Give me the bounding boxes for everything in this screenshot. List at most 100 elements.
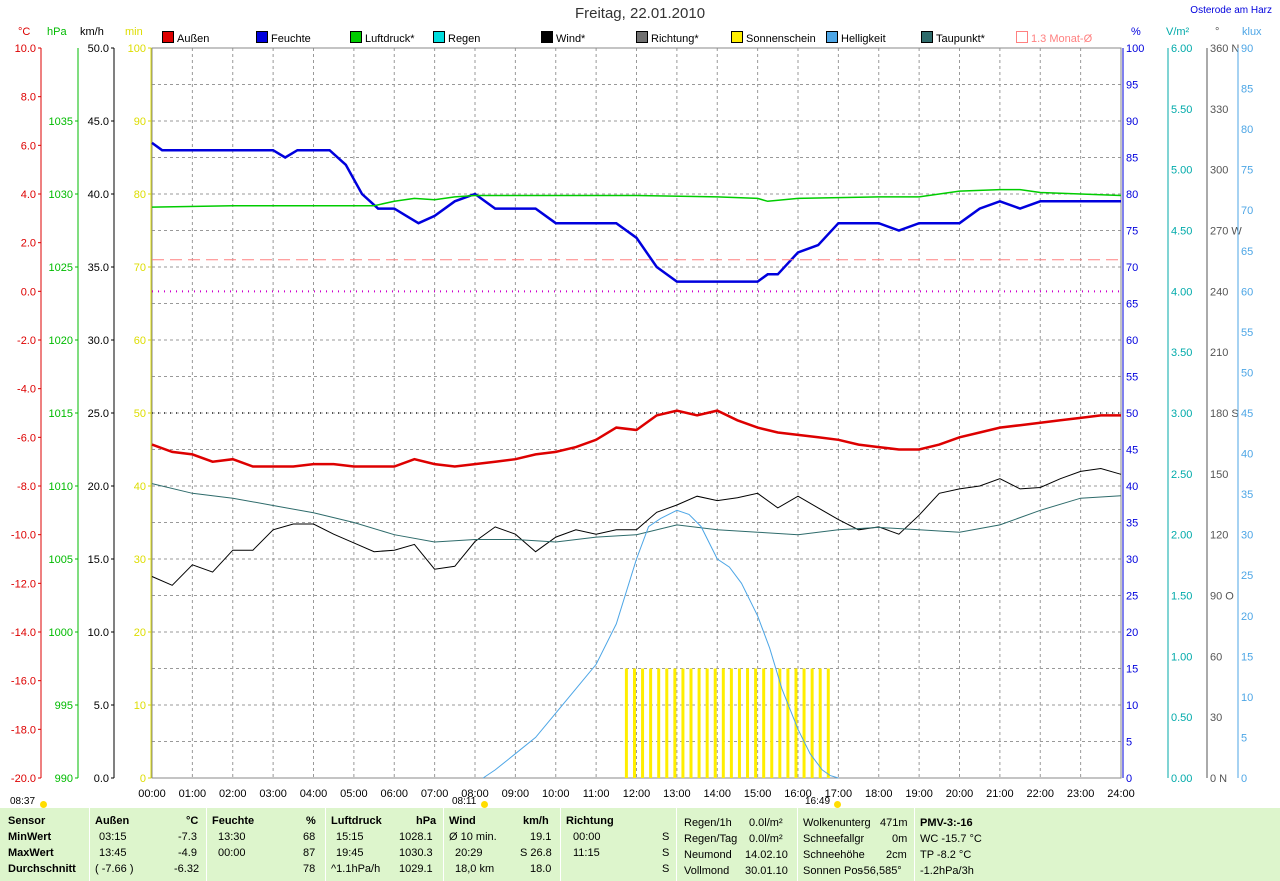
stats-wind-max-value: S 26.8 <box>520 847 552 859</box>
humidity-tick-label: 60 <box>1126 335 1138 347</box>
brightness-tick-label: 60 <box>1241 286 1253 298</box>
wind-tick-label: 5.0 <box>94 700 109 712</box>
sun_min-tick-label: 10 <box>134 700 146 712</box>
direction-tick-label: 210 <box>1210 347 1228 359</box>
humidity-tick-label: 55 <box>1126 372 1138 384</box>
brightness-tick-label: 85 <box>1241 84 1253 96</box>
stats-header-sensor: Sensor <box>8 815 46 827</box>
stats-header-richtung: Richtung <box>566 815 614 827</box>
temp-tick-label: 10.0 <box>15 43 36 55</box>
wind-tick-label: 20.0 <box>88 481 109 493</box>
temp-tick-label: -18.0 <box>11 724 36 736</box>
radiation-tick-label: 5.50 <box>1171 104 1192 116</box>
x-tick-label: 08:00 <box>461 788 489 800</box>
wind-tick-label: 15.0 <box>88 554 109 566</box>
sun-dot-icon <box>40 801 47 808</box>
legend-item: 1.3 Monat-Ø <box>1016 31 1092 45</box>
stats-neumond-label: Neumond <box>684 849 732 861</box>
stats-feuchte-min-time: 13:30 <box>218 831 246 843</box>
stats-feuchte-max-time: 00:00 <box>218 847 246 859</box>
marker-left-time: 08:37 <box>10 796 36 807</box>
x-tick-label: 16:00 <box>784 788 812 800</box>
series-line-auen <box>151 409 1121 468</box>
legend-label: 1.3 Monat-Ø <box>1031 33 1093 45</box>
pressure-tick-label: 990 <box>55 773 73 785</box>
x-tick-label: 17:00 <box>825 788 853 800</box>
wind-tick-label: 10.0 <box>88 627 109 639</box>
stats-feuchte-avg-value: 78 <box>303 863 316 875</box>
humidity-tick-label: 50 <box>1126 408 1138 420</box>
pressure-unit: hPa <box>47 26 67 38</box>
direction-tick-label: 150 <box>1210 469 1228 481</box>
stats-wind-avg-value: 18.0 <box>530 863 552 875</box>
stats-header-luftdruck-unit: hPa <box>416 815 437 827</box>
sunrise-icon <box>481 801 488 808</box>
x-tick-label: 00:00 <box>138 788 166 800</box>
legend-item: Wind* <box>541 31 585 45</box>
temp-tick-label: -8.0 <box>17 481 36 493</box>
legend-item: Außen <box>162 31 209 45</box>
stats-panel: Sensor MinWert MaxWert Durchschnitt Auße… <box>0 808 1280 881</box>
stats-row-max: MaxWert <box>8 847 54 859</box>
brightness-tick-label: 0 <box>1241 773 1247 785</box>
wind-tick-label: 30.0 <box>88 335 109 347</box>
temp-tick-label: 8.0 <box>21 92 36 104</box>
sun_min-tick-label: 40 <box>134 481 146 493</box>
stats-wind-min-value: 19.1 <box>530 831 552 843</box>
stats-aussen-avg-value: -6.32 <box>174 863 200 875</box>
stats-luftdruck-trend: ^1.1hPa/h <box>331 863 381 875</box>
direction-tick-label: 120 <box>1210 530 1228 542</box>
legend-item: Luftdruck* <box>350 31 415 45</box>
legend-label: Regen <box>448 33 481 45</box>
brightness-tick-label: 20 <box>1241 611 1253 623</box>
brightness-tick-label: 35 <box>1241 489 1253 501</box>
stats-luftdruck-max-value: 1030.3 <box>399 847 433 859</box>
legend-swatch <box>636 31 648 43</box>
wind-tick-label: 0.0 <box>94 773 109 785</box>
radiation-tick-label: 3.50 <box>1171 347 1192 359</box>
legend-item: Richtung* <box>636 31 699 45</box>
stats-windchill: WC -15.7 °C <box>920 833 982 845</box>
pressure-tick-label: 1030 <box>49 189 73 201</box>
legend-label: Sonnenschein <box>746 33 816 45</box>
series-line-wind <box>151 467 1122 586</box>
brightness-tick-label: 25 <box>1241 570 1253 582</box>
brightness-tick-label: 65 <box>1241 246 1253 258</box>
legend-item: Feuchte <box>256 31 311 45</box>
stats-neumond-value: 14.02.10 <box>745 849 788 861</box>
humidity-tick-label: 10 <box>1126 700 1138 712</box>
direction-tick-label: 330 <box>1210 104 1228 116</box>
wind-tick-label: 40.0 <box>88 189 109 201</box>
temp-tick-label: -10.0 <box>11 530 36 542</box>
temp-tick-label: -12.0 <box>11 578 36 590</box>
temp-tick-label: -20.0 <box>11 773 36 785</box>
radiation-tick-label: 6.00 <box>1171 43 1192 55</box>
legend-swatch <box>256 31 268 43</box>
stats-vollmond-value: 30.01.10 <box>745 865 788 877</box>
humidity-tick-label: 0 <box>1126 773 1132 785</box>
x-tick-label: 11:00 <box>583 788 610 800</box>
legend-item: Regen <box>433 31 480 45</box>
humidity-tick-label: 40 <box>1126 481 1138 493</box>
wind-unit: km/h <box>80 26 104 38</box>
stats-aussen-min-time: 03:15 <box>99 831 127 843</box>
stats-richtung-max-time: 11:15 <box>573 847 600 859</box>
x-tick-label: 04:00 <box>300 788 328 800</box>
humidity-tick-label: 5 <box>1126 737 1132 749</box>
pressure-tick-label: 1025 <box>49 262 73 274</box>
stats-schneehoehe-label: Schneehöhe <box>803 849 865 861</box>
radiation-tick-label: 0.00 <box>1171 773 1192 785</box>
stats-aussen-min-value: -7.3 <box>178 831 197 843</box>
sun_min-tick-label: 60 <box>134 335 146 347</box>
stats-schneefall-value: 0m <box>892 833 908 845</box>
location-label: Osterode am Harz <box>1190 5 1272 16</box>
legend-item: Helligkeit <box>826 31 886 45</box>
stats-luftdruck-max-time: 19:45 <box>336 847 364 859</box>
direction-tick-label: 270 W <box>1210 226 1242 238</box>
direction-tick-label: 30 <box>1210 712 1222 724</box>
humidity-tick-label: 65 <box>1126 299 1138 311</box>
x-tick-label: 23:00 <box>1067 788 1095 800</box>
stats-wind-distance: 18,0 km <box>455 863 495 875</box>
pressure-tick-label: 995 <box>55 700 73 712</box>
stats-schneehoehe-value: 2cm <box>886 849 907 861</box>
